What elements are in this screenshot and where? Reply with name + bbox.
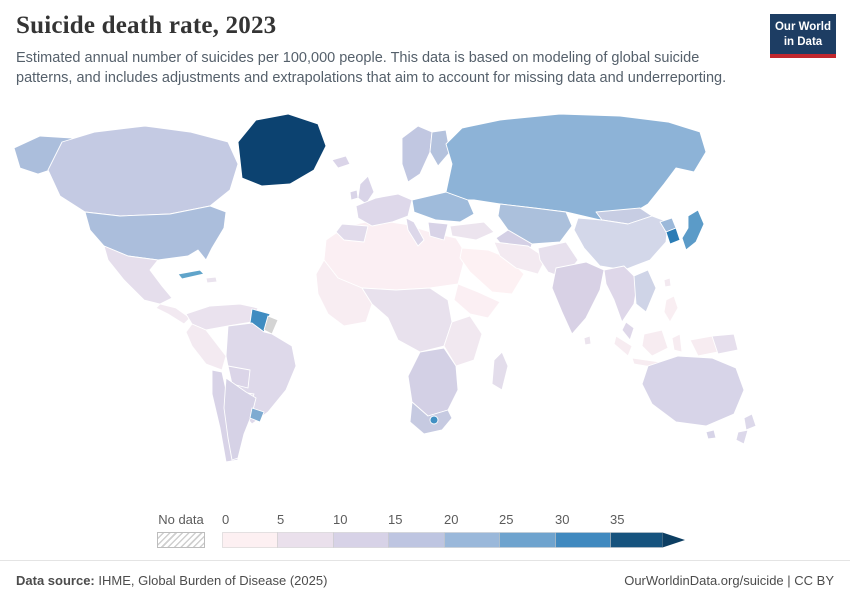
map-region-italy[interactable] [405, 217, 425, 247]
map-region-ireland[interactable] [349, 189, 359, 201]
map-region-finland[interactable] [429, 129, 451, 167]
map-region-kazakhstan[interactable] [497, 203, 573, 245]
map-region-taiwan[interactable] [663, 277, 672, 288]
map-region-south-korea[interactable] [665, 227, 681, 245]
map-region-indonesia[interactable] [613, 335, 633, 357]
map-region-lesotho[interactable] [429, 415, 439, 425]
map-region-china[interactable] [573, 215, 669, 271]
map-region-argentina[interactable] [223, 377, 257, 461]
data-source: Data source: IHME, Global Burden of Dise… [16, 573, 327, 588]
legend-bin-0-5[interactable] [222, 532, 278, 548]
map-region-india[interactable] [551, 261, 605, 335]
map-region-indonesia[interactable] [641, 329, 669, 357]
map-region-tasmania[interactable] [705, 429, 717, 440]
legend-bin-20-25[interactable] [444, 532, 500, 548]
legend-arrow [662, 532, 685, 548]
legend-tick: 35 [610, 512, 625, 527]
map-region-uruguay[interactable] [249, 407, 265, 423]
map-region-horn-of-africa[interactable] [453, 283, 501, 319]
legend-tick: 0 [222, 512, 230, 527]
legend-bin-35-plus[interactable] [610, 532, 663, 548]
map-region-iran[interactable] [493, 241, 547, 275]
legend-no-data-swatch[interactable] [157, 532, 205, 548]
legend-tick: 5 [277, 512, 285, 527]
map-region-turkey[interactable] [449, 221, 495, 241]
map-region-new-zealand[interactable] [735, 429, 749, 445]
map-region-caribbean[interactable] [205, 276, 218, 284]
map-region-madagascar[interactable] [491, 351, 509, 391]
map-region-sri-lanka[interactable] [583, 335, 592, 346]
data-source-label: Data source: [16, 573, 95, 588]
logo-line-2: in Data [783, 35, 823, 48]
map-region-australia[interactable] [641, 355, 745, 427]
map-region-west-africa[interactable] [315, 259, 373, 327]
map-region-scandinavia[interactable] [401, 125, 433, 183]
legend-tick: 30 [555, 512, 570, 527]
map-region-southeast-asia[interactable] [603, 265, 639, 323]
data-source-text[interactable]: IHME, Global Burden of Disease (2025) [94, 573, 328, 588]
map-region-peru[interactable] [185, 323, 227, 371]
owid-credit-link[interactable]: OurWorldinData.org/suicide | CC BY [624, 573, 834, 588]
legend-tick: 25 [499, 512, 514, 527]
world-map [0, 108, 850, 508]
legend-bin-25-30[interactable] [499, 532, 556, 548]
chart-subtitle: Estimated annual number of suicides per … [16, 50, 727, 87]
logo-line-1: Our World [774, 21, 831, 33]
map-region-japan[interactable] [681, 209, 705, 251]
legend-bin-10-15[interactable] [333, 532, 389, 548]
map-region-central-america[interactable] [155, 303, 191, 325]
map-region-east-africa[interactable] [443, 315, 483, 367]
map-region-canada[interactable] [47, 125, 239, 217]
map-region-papua-new-guinea[interactable] [711, 333, 739, 355]
map-region-balkans[interactable] [427, 221, 449, 241]
chart-header: Suicide death rate, 2023 Estimated annua… [16, 12, 836, 89]
map-region-vietnam[interactable] [633, 269, 657, 313]
map-region-greenland[interactable] [237, 113, 327, 187]
map-legend: No data 0 5 10 15 20 25 30 35 [0, 512, 850, 556]
logo-red-strip [770, 53, 836, 58]
map-region-bolivia[interactable] [227, 365, 251, 389]
chart-footer: Data source: IHME, Global Burden of Dise… [0, 560, 850, 600]
map-region-cuba[interactable] [177, 269, 205, 280]
legend-tick: 15 [388, 512, 403, 527]
legend-bin-30-35[interactable] [555, 532, 611, 548]
map-region-russia[interactable] [445, 113, 707, 221]
map-region-iceland[interactable] [331, 155, 351, 169]
map-region-new-zealand[interactable] [743, 413, 757, 431]
map-region-philippines[interactable] [663, 295, 679, 323]
legend-no-data-label: No data [158, 512, 204, 527]
map-region-indonesia[interactable] [671, 333, 683, 353]
our-world-in-data-logo[interactable]: Our World in Data [770, 14, 836, 58]
page-title: Suicide death rate, 2023 [16, 12, 277, 39]
legend-tick: 20 [444, 512, 459, 527]
map-region-iberia[interactable] [335, 223, 369, 243]
map-region-mexico[interactable] [103, 245, 173, 305]
legend-tick: 10 [333, 512, 348, 527]
legend-bin-5-10[interactable] [277, 532, 334, 548]
map-region-united-kingdom[interactable] [357, 175, 375, 205]
map-region-central-africa[interactable] [361, 287, 453, 353]
map-region-malay-peninsula[interactable] [621, 321, 635, 341]
legend-bin-15-20[interactable] [388, 532, 445, 548]
map-region-western-europe[interactable] [355, 193, 413, 227]
legend-color-bar [222, 532, 685, 548]
